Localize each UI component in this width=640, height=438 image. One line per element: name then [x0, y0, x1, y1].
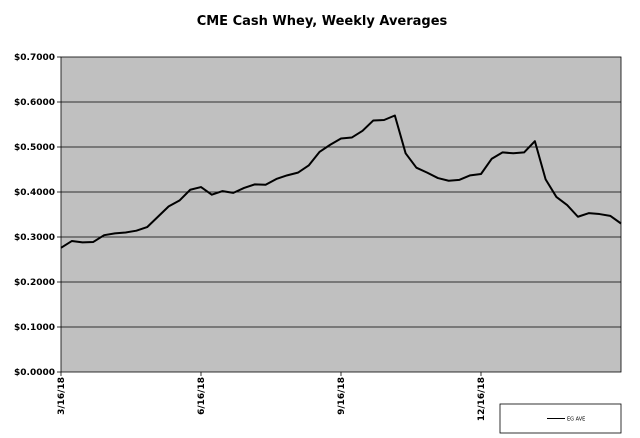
x-tick-label: 12/16/18	[477, 377, 487, 421]
legend: EG AVE	[499, 403, 622, 434]
series-lines	[60, 114, 622, 249]
y-tick-label: $0.0000	[14, 368, 55, 378]
legend-label: EG AVE	[567, 417, 585, 423]
y-tick-label: $0.3000	[14, 233, 55, 243]
plot-area	[60, 56, 622, 373]
x-tick-label: 3/16/18	[57, 377, 67, 415]
y-tick-label: $0.2000	[14, 278, 55, 288]
x-axis: 3/16/18 6/16/18 9/16/18 12/16/18	[57, 372, 487, 421]
y-tick-label: $0.4000	[14, 188, 55, 198]
y-axis: $0.0000 $0.1000 $0.2000 $0.3000 $0.4000 $0.50…	[14, 53, 61, 378]
y-tick-label: $0.7000	[14, 53, 55, 63]
y-tick-label: $0.6000	[14, 98, 55, 108]
gridlines	[61, 101, 621, 328]
series-line	[60, 114, 622, 249]
chart-title: CME Cash Whey, Weekly Averages	[197, 14, 448, 29]
y-tick-label: $0.1000	[14, 323, 55, 333]
x-tick-label: 6/16/18	[197, 377, 207, 415]
x-tick-label: 9/16/18	[337, 377, 347, 415]
y-tick-label: $0.5000	[14, 143, 55, 153]
